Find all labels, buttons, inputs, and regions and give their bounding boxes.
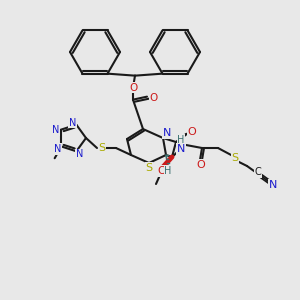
Text: N: N — [268, 180, 277, 190]
Text: N: N — [54, 144, 62, 154]
Text: N: N — [177, 144, 185, 154]
Text: S: S — [146, 163, 153, 173]
Text: O: O — [129, 83, 137, 93]
Text: O: O — [188, 127, 196, 137]
Text: S: S — [98, 143, 106, 153]
Text: O: O — [196, 160, 206, 170]
Text: S: S — [231, 153, 239, 163]
Text: N: N — [163, 128, 171, 138]
Text: C: C — [255, 167, 261, 177]
Text: N: N — [52, 125, 59, 135]
Text: N: N — [76, 149, 83, 159]
Text: H: H — [164, 166, 172, 176]
Text: N: N — [69, 118, 76, 128]
Text: O: O — [150, 93, 158, 103]
Text: H: H — [177, 135, 185, 145]
Text: O: O — [158, 166, 166, 176]
